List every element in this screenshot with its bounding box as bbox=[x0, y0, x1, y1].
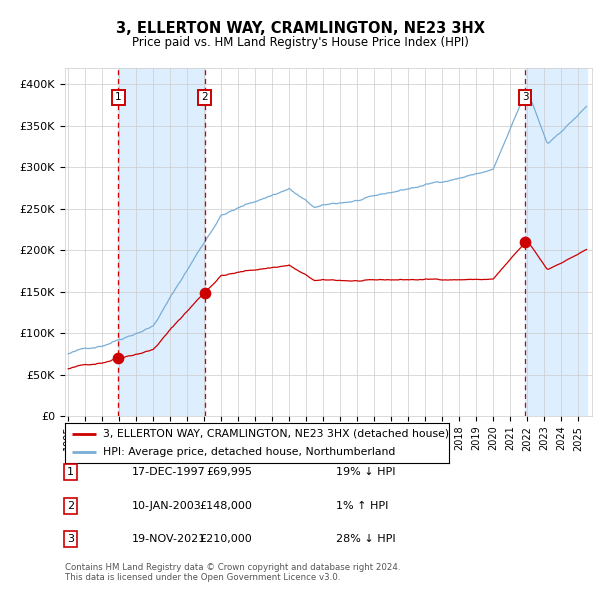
Text: 1% ↑ HPI: 1% ↑ HPI bbox=[336, 501, 388, 510]
Point bbox=[113, 353, 123, 363]
Text: 28% ↓ HPI: 28% ↓ HPI bbox=[336, 534, 395, 543]
Text: HPI: Average price, detached house, Northumberland: HPI: Average price, detached house, Nort… bbox=[103, 447, 395, 457]
Text: 3: 3 bbox=[67, 534, 74, 543]
Text: Contains HM Land Registry data © Crown copyright and database right 2024.: Contains HM Land Registry data © Crown c… bbox=[65, 563, 400, 572]
Text: 3: 3 bbox=[521, 93, 528, 103]
Point bbox=[520, 237, 530, 247]
Text: 1: 1 bbox=[67, 467, 74, 477]
Bar bbox=[525, 68, 587, 416]
Text: £69,995: £69,995 bbox=[206, 467, 252, 477]
Text: 19-NOV-2021: 19-NOV-2021 bbox=[132, 534, 206, 543]
Text: This data is licensed under the Open Government Licence v3.0.: This data is licensed under the Open Gov… bbox=[65, 572, 340, 582]
Text: 2: 2 bbox=[202, 93, 208, 103]
Text: 1: 1 bbox=[115, 93, 122, 103]
Text: 3, ELLERTON WAY, CRAMLINGTON, NE23 3HX: 3, ELLERTON WAY, CRAMLINGTON, NE23 3HX bbox=[115, 21, 485, 36]
Text: 3, ELLERTON WAY, CRAMLINGTON, NE23 3HX (detached house): 3, ELLERTON WAY, CRAMLINGTON, NE23 3HX (… bbox=[103, 429, 449, 439]
Bar bbox=[118, 68, 205, 416]
Text: Price paid vs. HM Land Registry's House Price Index (HPI): Price paid vs. HM Land Registry's House … bbox=[131, 36, 469, 49]
Text: 19% ↓ HPI: 19% ↓ HPI bbox=[336, 467, 395, 477]
Text: 17-DEC-1997: 17-DEC-1997 bbox=[132, 467, 206, 477]
Text: £148,000: £148,000 bbox=[199, 501, 252, 510]
Text: 2: 2 bbox=[67, 501, 74, 510]
Text: 10-JAN-2003: 10-JAN-2003 bbox=[132, 501, 202, 510]
Text: £210,000: £210,000 bbox=[199, 534, 252, 543]
Point bbox=[200, 289, 209, 298]
